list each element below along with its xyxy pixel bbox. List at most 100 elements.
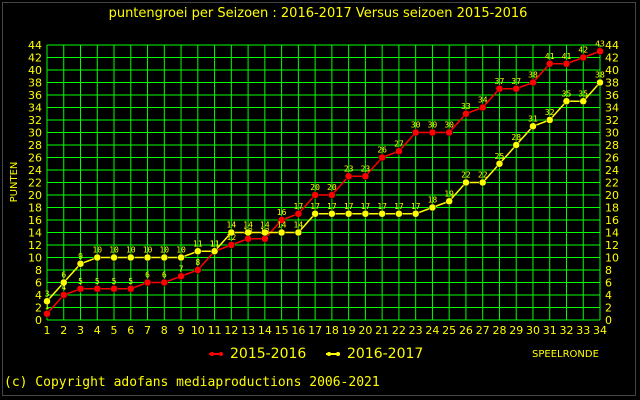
- data-point: [596, 47, 604, 55]
- data-point: [545, 60, 554, 68]
- data-point: [445, 128, 453, 137]
- data-label: 35: [562, 89, 572, 98]
- data-label: 14: [260, 221, 270, 230]
- data-label: 41: [545, 52, 555, 61]
- x-tick-label: 11: [208, 324, 222, 337]
- y-tick-label-right: 16: [605, 214, 619, 227]
- x-tick-label: 5: [111, 324, 118, 337]
- legend-item-2015-2016: 2015-2016: [209, 346, 306, 362]
- x-tick-label: 19: [342, 324, 356, 337]
- y-tick-label-right: 30: [605, 127, 619, 140]
- data-point: [277, 228, 286, 237]
- x-tick-label: 26: [459, 324, 473, 337]
- data-point: [378, 210, 386, 218]
- y-tick-label-left: 10: [28, 252, 42, 265]
- y-tick-label-left: 18: [28, 202, 42, 215]
- data-label: 14: [243, 221, 253, 230]
- data-label: 22: [461, 171, 471, 180]
- series-line-2015-2016: [46, 50, 601, 315]
- data-label: 20: [310, 183, 320, 192]
- y-tick-label-left: 12: [28, 239, 42, 252]
- data-point: [562, 97, 571, 105]
- x-tick-label: 20: [358, 324, 372, 337]
- x-tick-label: 23: [409, 324, 423, 337]
- y-tick-label-left: 4: [35, 289, 42, 302]
- data-point: [127, 253, 135, 262]
- y-tick-label-left: 20: [28, 189, 42, 202]
- data-point: [361, 210, 370, 218]
- data-point: [261, 228, 269, 237]
- data-label: 6: [162, 271, 167, 280]
- data-label: 4: [61, 283, 66, 292]
- x-tick-label: 12: [224, 324, 238, 337]
- data-point: [512, 85, 520, 93]
- data-label: 17: [377, 202, 387, 211]
- x-tick-label: 10: [191, 324, 205, 337]
- data-label: 22: [478, 171, 488, 180]
- data-point: [478, 178, 487, 187]
- data-label: 17: [327, 202, 337, 211]
- data-point: [462, 178, 470, 187]
- y-tick-label-left: 24: [28, 164, 42, 177]
- data-label: 19: [444, 189, 454, 198]
- data-label: 17: [361, 202, 371, 211]
- data-label: 5: [78, 277, 83, 286]
- y-tick-label-right: 40: [605, 64, 619, 77]
- data-point: [529, 122, 537, 130]
- y-tick-label-right: 14: [605, 227, 619, 240]
- data-point: [143, 253, 152, 262]
- legend-label: 2016-2017: [347, 346, 423, 362]
- data-point: [579, 97, 587, 105]
- data-label: 32: [545, 108, 555, 117]
- data-label: 18: [428, 196, 438, 205]
- data-point: [545, 116, 554, 124]
- data-label: 23: [344, 164, 354, 173]
- data-point: [194, 247, 202, 255]
- y-tick-label-left: 28: [28, 139, 42, 152]
- data-point: [244, 228, 252, 237]
- data-label: 41: [562, 52, 572, 61]
- x-tick-label: 21: [375, 324, 389, 337]
- x-tick-label: 29: [509, 324, 523, 337]
- y-tick-label-left: 30: [28, 127, 42, 140]
- y-tick-label-left: 34: [28, 102, 42, 115]
- x-tick-label: 16: [291, 324, 305, 337]
- y-tick-label-right: 10: [605, 252, 619, 265]
- x-tick-label: 34: [593, 324, 607, 337]
- data-label: 38: [528, 71, 538, 80]
- data-point: [411, 128, 420, 137]
- data-label: 10: [143, 246, 153, 255]
- data-point: [579, 53, 587, 62]
- data-label: 9: [78, 252, 83, 261]
- x-tick-label: 31: [543, 324, 557, 337]
- y-tick-label-right: 28: [605, 139, 619, 152]
- data-label: 10: [126, 246, 136, 255]
- data-point: [411, 210, 420, 218]
- y-tick-label-right: 4: [605, 289, 612, 302]
- data-label: 31: [528, 114, 538, 123]
- data-label: 12: [227, 233, 237, 242]
- legend-label: 2015-2016: [230, 346, 306, 362]
- y-tick-label-left: 14: [28, 227, 42, 240]
- data-point: [344, 172, 353, 180]
- x-tick-label: 9: [178, 324, 185, 337]
- data-label: 10: [159, 246, 169, 255]
- data-label: 27: [394, 139, 404, 148]
- data-label: 26: [377, 146, 387, 155]
- data-label: 14: [294, 221, 304, 230]
- y-tick-label-left: 22: [28, 177, 42, 190]
- data-point: [311, 191, 319, 199]
- data-label: 11: [193, 239, 203, 248]
- y-tick-label-right: 6: [605, 277, 612, 290]
- y-tick-label-right: 24: [605, 164, 619, 177]
- chart-frame: [2, 2, 636, 396]
- data-label: 35: [578, 89, 588, 98]
- x-tick-label: 22: [392, 324, 406, 337]
- y-tick-label-right: 34: [605, 102, 619, 115]
- x-tick-label: 24: [425, 324, 439, 337]
- data-point: [277, 216, 286, 224]
- data-point: [294, 228, 303, 237]
- data-point: [445, 197, 453, 205]
